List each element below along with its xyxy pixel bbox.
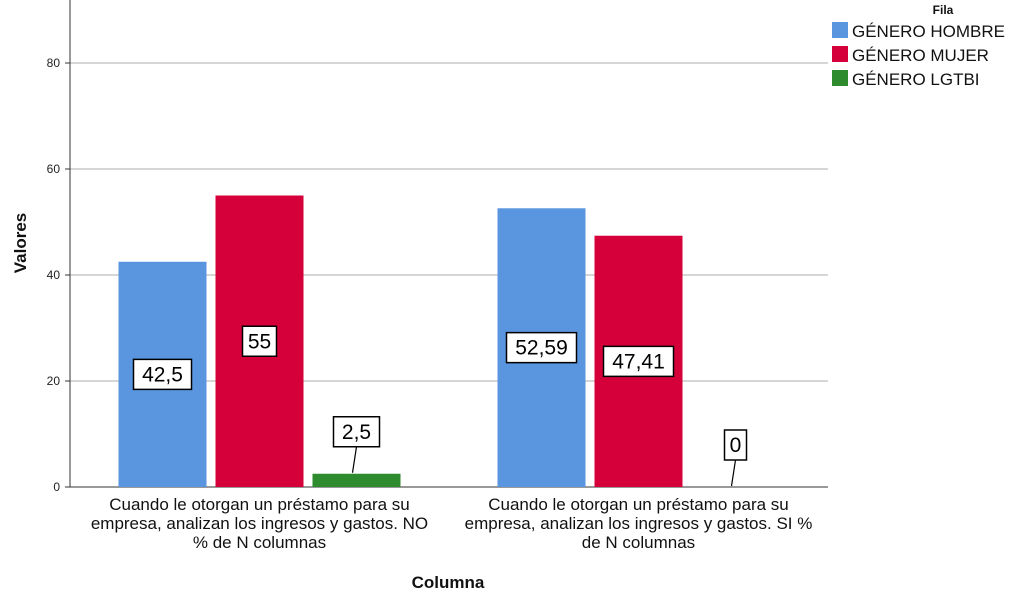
category-label-line: de N columnas	[582, 533, 695, 552]
category-label-line: Cuando le otorgan un préstamo para su	[488, 495, 789, 514]
legend-entry: GÉNERO LGTBI	[852, 70, 980, 89]
x-axis-title: Columna	[412, 573, 485, 592]
legend-entry: GÉNERO MUJER	[852, 46, 989, 65]
legend-swatch	[832, 70, 848, 86]
data-label-box	[132, 358, 193, 391]
data-label-box	[505, 331, 578, 364]
y-tick-label: 20	[47, 374, 61, 388]
category-label-line: Cuando le otorgan un préstamo para su	[109, 495, 410, 514]
data-label-text: 52,59	[515, 337, 568, 360]
data-label-text: 0	[730, 434, 742, 457]
bar	[312, 473, 401, 487]
data-label-leader	[730, 459, 737, 487]
legend-swatch	[832, 22, 848, 38]
data-label-text: 42,5	[142, 363, 183, 386]
data-label: 55	[241, 325, 278, 357]
legend-title: Fila	[933, 3, 954, 17]
y-tick-label: 40	[47, 268, 61, 282]
y-tick-label: 80	[47, 56, 61, 70]
data-labels: 42,5 55 2,5 52,59 47,41 0	[132, 325, 748, 487]
y-axis-title: Valores	[11, 213, 30, 274]
y-axis-ticks: 0 20 40 60 80	[47, 56, 70, 494]
data-label-text: 2,5	[342, 421, 371, 444]
bars	[118, 195, 683, 487]
category-label: Cuando le otorgan un préstamo para su emp…	[465, 495, 813, 552]
data-label-box	[723, 429, 748, 461]
category-label-line: % de N columnas	[193, 533, 326, 552]
data-label-box	[241, 325, 278, 357]
data-label-text: 47,41	[612, 350, 665, 373]
data-label-box	[602, 345, 675, 378]
data-label-box	[332, 416, 381, 448]
legend: Fila GÉNERO HOMBRE GÉNERO MUJER GÉNERO LGT…	[832, 3, 1005, 89]
y-tick-label: 60	[47, 162, 61, 176]
data-label: 47,41	[602, 345, 675, 378]
data-label-text: 55	[248, 330, 271, 353]
data-label: 42,5	[132, 358, 193, 391]
data-label: 2,5	[332, 416, 381, 473]
category-labels: Cuando le otorgan un préstamo para su emp…	[91, 495, 813, 552]
legend-swatch	[832, 46, 848, 62]
legend-entry: GÉNERO HOMBRE	[852, 22, 1005, 41]
y-tick-label: 0	[53, 480, 60, 494]
data-label: 52,59	[505, 331, 578, 364]
category-label-line: empresa, analizan los ingresos y gastos.…	[465, 514, 813, 533]
data-label-leader	[351, 446, 358, 473]
data-label: 0	[723, 429, 748, 487]
category-label-line: empresa, analizan los ingresos y gastos.…	[91, 514, 428, 533]
category-label: Cuando le otorgan un préstamo para su emp…	[91, 495, 428, 552]
